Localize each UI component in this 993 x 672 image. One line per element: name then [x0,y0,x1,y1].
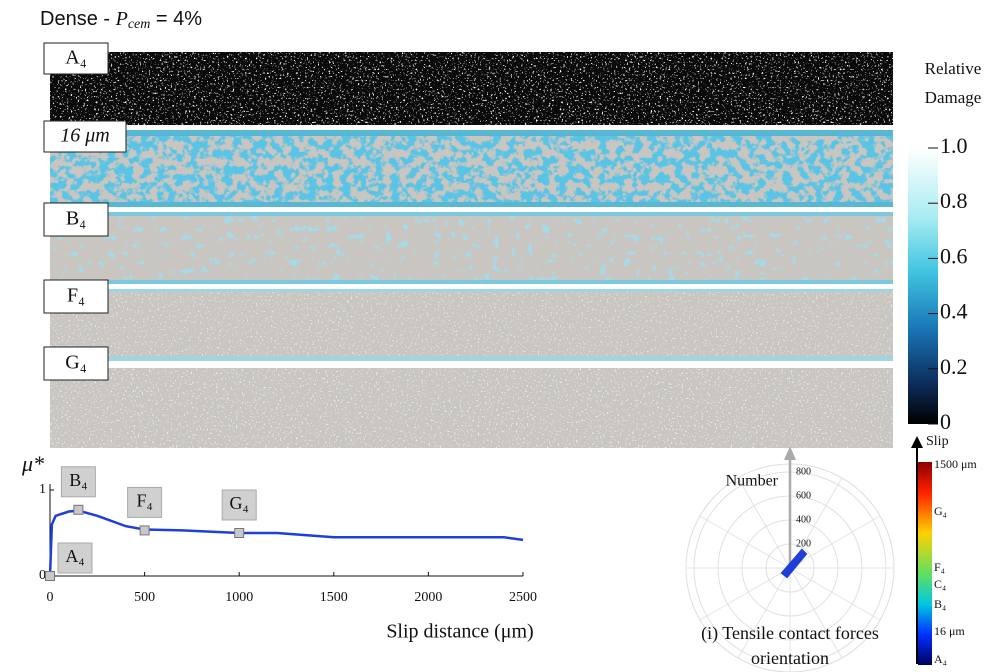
slip-label: B₄ [934,597,946,611]
r-tick-label: 400 [796,514,811,525]
y-axis-label: μ* [21,451,44,476]
marker [73,504,84,515]
friction-plot: 0 500 1000 1500 2000 2500 0 1 μ* Slip distance (μ… [21,451,537,643]
tick-label: 0.4 [940,299,968,324]
label-box [43,279,109,314]
polar-spoke [737,567,791,659]
title-subscript: cem [128,17,151,32]
label-box [43,42,109,75]
x-tick-label: 500 [134,590,155,605]
slip-label: 16 μm [934,624,965,638]
colorbar [918,462,932,665]
marker-label: F₄ [136,491,152,511]
colorbar-ticks: 1.0 0.8 0.6 0.4 0.2 0 [928,133,968,434]
panel-label: 16 μm [60,125,109,147]
tick-label: 1.0 [940,133,968,158]
marker-label: B₄ [69,470,87,490]
x-tick-label: 1000 [225,590,253,605]
strip-texture [50,136,893,202]
title-text: = 4% [150,8,202,30]
label-box [43,202,109,237]
y-tick-label: 1 [39,482,46,497]
slip-label: G₄ [934,504,947,518]
colorbar [908,148,938,424]
slip-label: C₄ [934,577,946,591]
orientation-rose [780,548,808,579]
tick-label: 0 [940,409,951,434]
slip-arrow-head [911,436,923,448]
panel-label: B₄ [66,208,86,230]
tick-label: 0.2 [940,354,968,379]
slip-label: 1500 μm [934,457,977,471]
slip-label: A₄ [934,652,947,666]
x-tick-label: 2000 [414,590,442,605]
panel-label: F₄ [67,285,85,307]
colorbar-title: Relative [925,59,982,78]
polar-spoke [789,567,843,659]
title-text: Dense - [40,8,116,30]
tick-label: 0.6 [940,243,968,268]
x-axis-label: Slip distance (μm) [386,621,533,643]
polar-plot: 200 400 600 800 Number (i) Tensile contact fo… [685,446,895,672]
polar-spoke [737,477,791,569]
marker-label-box [221,489,257,521]
label-box [43,346,109,381]
marker-label-box [127,486,163,518]
polar-arrow [784,446,796,460]
strip-texture [50,292,893,356]
marker [45,571,55,581]
figure-title: Dense - Pcem = 4% [40,8,202,33]
strip-texture [50,216,893,280]
friction-line [48,509,524,577]
polar-spoke [789,567,881,621]
slip-label: F₄ [934,560,945,574]
strip-texture [50,52,893,125]
marker-label: G₄ [230,493,249,513]
colorbar-title: Damage [925,88,982,107]
panel-label: A₄ [65,47,86,69]
label-box [43,120,127,153]
marker [139,525,150,536]
marker-label-box [60,466,96,498]
caption: orientation [751,648,829,668]
slip-title: Slip [926,434,949,449]
panel-labels: A₄ 16 μm B₄ F₄ G₄ [43,42,127,381]
slip-colorbar: Slip 1500 μm G₄ F₄ C₄ B₄ 16 μm A₄ [911,434,977,666]
marker-label-box [57,542,93,574]
polar-axis-label: Number [726,473,779,490]
polar-spoke [789,515,881,569]
marker [234,528,245,538]
x-tick-label: 0 [47,590,54,605]
polar-spoke [699,567,791,621]
x-tick-label: 1500 [320,590,348,605]
r-tick-label: 200 [796,538,811,549]
x-tick-label: 2500 [509,590,537,605]
panel-label: G₄ [65,352,86,374]
title-symbol: P [115,8,128,30]
polar-spoke [699,515,791,569]
tick-label: 0.8 [940,188,968,213]
r-tick-label: 800 [796,466,811,477]
r-tick-label: 600 [796,490,811,501]
y-tick-label: 0 [39,568,46,583]
strip-texture [50,368,893,448]
caption: (i) Tensile contact forces [701,623,879,644]
marker-label: A₄ [65,546,84,566]
